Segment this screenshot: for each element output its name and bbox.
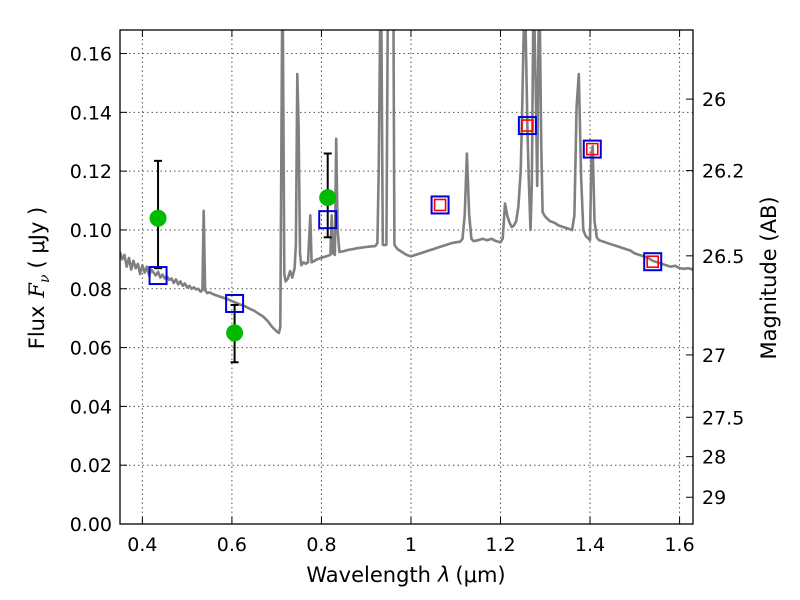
y-axis-label-subscript: ν <box>37 274 53 283</box>
upper-limit-square <box>585 142 599 156</box>
upper-limit-square <box>433 198 447 212</box>
observed-point <box>319 189 337 207</box>
model-square <box>430 195 450 215</box>
model-square <box>582 139 602 159</box>
x-axis-label: Wavelength λ (μm) <box>306 563 505 587</box>
y-tick-label: 0.16 <box>70 44 112 66</box>
x-axis-label-symbol: λ <box>437 563 450 587</box>
grid-lines <box>120 30 693 525</box>
x-tick-label: 0.8 <box>306 534 336 556</box>
x-axis-label-text: Wavelength <box>306 563 431 587</box>
y-tick-label: 0.12 <box>70 161 112 183</box>
y2-tick-label: 28 <box>702 447 726 469</box>
y-tick-label: 0.14 <box>70 102 112 124</box>
y-axis-label-unit: ( μJy ) <box>25 207 49 269</box>
x-tick-label: 0.4 <box>127 534 157 556</box>
model-square <box>148 266 168 286</box>
model-spectrum <box>120 30 693 335</box>
plot-frame <box>119 29 694 525</box>
y2-tick-label: 26 <box>702 89 726 111</box>
y2-tick-label: 26.5 <box>702 246 744 268</box>
upper-limit-square <box>646 255 660 269</box>
y2-tick-label: 26.2 <box>702 161 744 183</box>
y-axis-label-symbol: F <box>25 282 49 299</box>
observed-point <box>226 324 244 342</box>
observed-point <box>149 209 167 227</box>
x-tick-label: 1.6 <box>664 534 694 556</box>
x-tick-label: 1.2 <box>485 534 515 556</box>
y-axis-label: Flux Fν ( μJy ) <box>25 207 53 349</box>
model-square <box>225 293 245 313</box>
y2-tick-label: 27.5 <box>702 407 744 429</box>
axis-ticks: 0.4 0.6 0.8 1 1.2 1.4 1.6 0.00 0.02 0.04 0.06 0.08 0… <box>70 30 744 556</box>
x-axis-label-unit: (μm) <box>455 563 505 587</box>
spectrum-line <box>120 30 693 335</box>
y-tick-label: 0.04 <box>70 396 112 418</box>
y2-tick-label: 29 <box>702 487 726 509</box>
photometry-points <box>148 116 663 364</box>
x-tick-label: 1.4 <box>575 534 605 556</box>
x-tick-label: 1 <box>405 534 417 556</box>
y-tick-label: 0.08 <box>70 279 112 301</box>
y-axis-label-text: Flux <box>25 306 49 350</box>
y-tick-label: 0.02 <box>70 455 112 477</box>
model-square <box>643 252 663 272</box>
y-tick-label: 0.00 <box>70 514 112 536</box>
y-tick-label: 0.06 <box>70 338 112 360</box>
y-tick-label: 0.10 <box>70 220 112 242</box>
y2-tick-label: 27 <box>702 345 726 367</box>
model-square <box>517 116 537 136</box>
x-tick-label: 0.6 <box>217 534 247 556</box>
model-square <box>318 210 338 230</box>
upper-limit-square <box>521 119 534 132</box>
y2-axis-label: Magnitude (AB) <box>757 196 781 359</box>
